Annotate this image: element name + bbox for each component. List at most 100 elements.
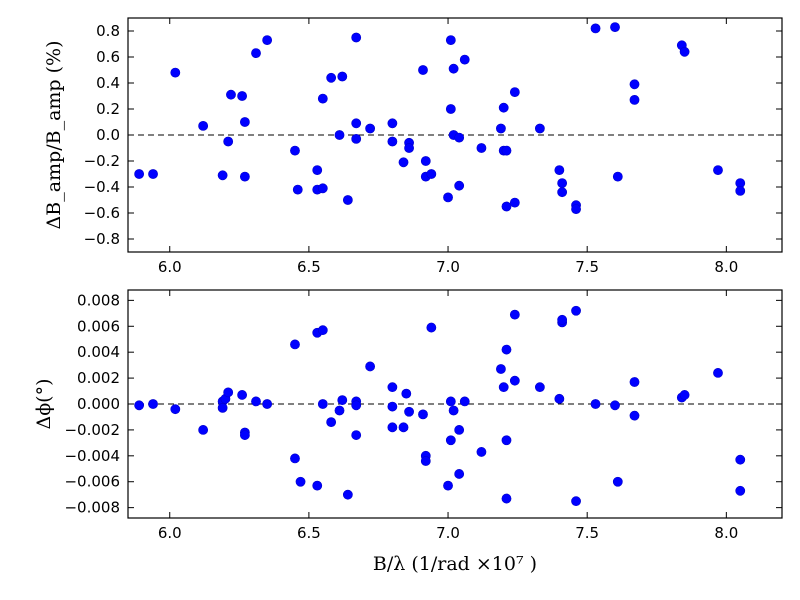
data-point: [459, 396, 470, 407]
data-point: [445, 35, 456, 45]
data-point: [365, 361, 376, 372]
x-tick-label: 8.0: [714, 524, 738, 542]
data-point: [317, 399, 328, 409]
x-tick-label: 6.0: [158, 524, 182, 542]
x-tick-label: 8.0: [714, 258, 738, 276]
data-point: [448, 63, 459, 74]
data-point: [312, 480, 323, 491]
y-tick-label: −0.4: [84, 178, 120, 196]
data-point: [534, 382, 545, 393]
data-point: [610, 22, 620, 32]
x-axis-label: B/λ (1/rad ×10⁷ ): [373, 553, 537, 575]
y-tick-label: −0.002: [64, 421, 120, 439]
data-point: [612, 171, 623, 182]
data-point: [387, 136, 398, 147]
data-point: [501, 344, 512, 355]
data-point: [418, 65, 428, 75]
data-point: [498, 382, 509, 393]
data-point: [454, 469, 465, 479]
data-point: [713, 368, 723, 378]
data-point: [198, 425, 209, 435]
data-point: [426, 322, 437, 333]
data-point: [448, 405, 459, 416]
data-point: [571, 204, 581, 214]
data-point: [445, 435, 456, 446]
data-point: [404, 406, 414, 417]
data-point: [679, 46, 690, 57]
data-point: [290, 453, 300, 464]
data-point: [679, 390, 690, 400]
data-point: [134, 400, 145, 411]
data-point: [312, 165, 323, 175]
data-point: [148, 169, 158, 179]
data-point: [387, 401, 398, 412]
data-point: [509, 87, 520, 97]
data-point: [501, 145, 512, 156]
data-point: [239, 171, 250, 182]
y-tick-label: 0.2: [96, 100, 120, 118]
data-point: [571, 305, 581, 316]
data-point: [735, 454, 746, 465]
y-tick-label: 0.008: [77, 291, 120, 309]
y-tick-label: −0.004: [64, 447, 120, 465]
y-tick-label: 0.6: [96, 48, 120, 66]
y-tick-label: 0.006: [77, 317, 120, 335]
data-point: [443, 480, 453, 491]
data-point: [334, 130, 345, 140]
data-point: [501, 201, 512, 212]
data-point: [590, 23, 601, 34]
data-point: [337, 395, 348, 406]
data-point: [387, 422, 398, 433]
bottom-panel: 6.0 6.5 7.0 7.5 8.0 0.008 0.006 0.004 0.002 0.000…: [33, 289, 783, 575]
data-point: [496, 364, 506, 374]
data-point: [590, 399, 601, 409]
data-point: [398, 157, 409, 168]
data-point: [262, 35, 273, 45]
data-point: [629, 79, 640, 90]
data-point: [501, 435, 512, 446]
x-tick-label: 7.0: [436, 258, 460, 276]
y-tick-label: −0.8: [84, 230, 120, 248]
x-tick-label: 7.5: [575, 258, 599, 276]
y-tick-label: 0.4: [96, 74, 120, 92]
data-point: [554, 393, 565, 404]
data-point: [351, 133, 362, 144]
data-point: [217, 170, 228, 181]
y-tick-label: −0.2: [84, 152, 120, 170]
data-point: [317, 325, 328, 336]
data-point: [496, 123, 506, 134]
data-point: [534, 123, 545, 134]
data-point: [292, 184, 303, 195]
data-point: [198, 121, 209, 131]
data-point: [735, 485, 746, 496]
data-point: [334, 405, 345, 416]
data-point: [223, 387, 234, 398]
data-point: [610, 400, 620, 411]
data-point: [170, 67, 181, 78]
data-point: [445, 104, 456, 114]
y-tick-label: 0.000: [77, 395, 120, 413]
data-point: [509, 309, 520, 320]
bottom-plot-frame: [127, 289, 783, 519]
data-point: [629, 377, 640, 387]
y-tick-label: −0.6: [84, 204, 120, 222]
y-tick-label: 0.8: [96, 22, 120, 40]
y-tick-label: −0.006: [64, 473, 120, 491]
y-tick-label: 0.004: [77, 343, 120, 361]
data-point: [571, 496, 581, 507]
data-point: [404, 143, 414, 153]
x-tick-label: 6.5: [297, 524, 321, 542]
data-point: [426, 169, 437, 179]
data-point: [326, 417, 337, 428]
data-point: [387, 118, 398, 129]
data-point: [342, 195, 353, 205]
data-point: [237, 390, 248, 400]
data-point: [217, 402, 228, 413]
data-point: [223, 136, 234, 147]
data-point: [148, 399, 158, 409]
data-point: [170, 404, 181, 415]
y-tick-label: 0.0: [96, 126, 120, 144]
data-point: [509, 375, 520, 386]
data-point: [418, 409, 428, 420]
